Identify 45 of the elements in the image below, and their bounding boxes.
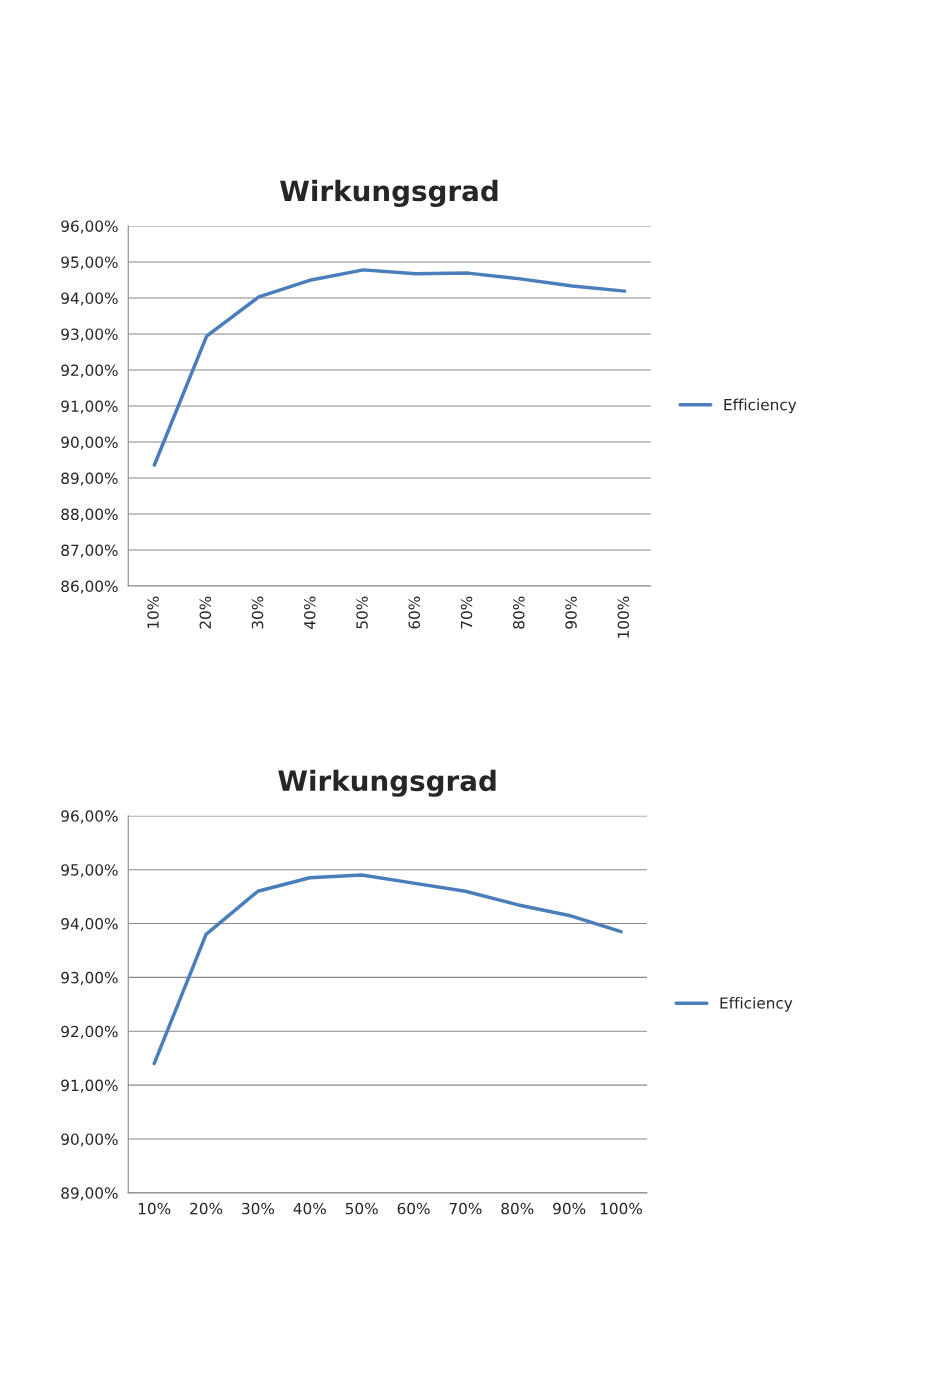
line-series bbox=[152, 268, 627, 467]
x-tick-label: 80% bbox=[501, 1202, 534, 1215]
x-tick-label: 20% bbox=[199, 596, 212, 629]
y-tick-label: 90,00% bbox=[61, 436, 118, 450]
x-tick-label: 40% bbox=[293, 1202, 326, 1215]
y-tick-label: 88,00% bbox=[61, 508, 118, 522]
line-series bbox=[152, 873, 623, 1066]
y-tick-label: 94,00% bbox=[61, 918, 118, 932]
x-tick-label: 50% bbox=[345, 1202, 378, 1215]
y-tick-label: 87,00% bbox=[61, 544, 118, 558]
legend-label: Efficiency bbox=[724, 398, 797, 414]
y-tick-label: 93,00% bbox=[61, 328, 118, 342]
y-tick-label: 96,00% bbox=[61, 220, 118, 234]
y-tick-label: 91,00% bbox=[61, 1079, 118, 1093]
x-tick-label: 30% bbox=[242, 1202, 275, 1215]
y-tick-label: 96,00% bbox=[61, 810, 118, 824]
x-tick-label: 60% bbox=[408, 596, 421, 629]
y-tick-label: 90,00% bbox=[61, 1133, 118, 1147]
x-tick-label: 50% bbox=[356, 596, 368, 629]
x-tick-label: 100% bbox=[617, 596, 630, 638]
y-tick-label: 89,00% bbox=[61, 472, 118, 486]
x-tick-label: 80% bbox=[513, 596, 525, 629]
y-tick-label: 92,00% bbox=[61, 364, 118, 378]
chart-title: Wirkungsgrad bbox=[278, 769, 496, 797]
x-tick-label: 70% bbox=[460, 596, 473, 629]
y-tick-label: 86,00% bbox=[61, 580, 118, 594]
y-tick-label: 91,00% bbox=[61, 400, 118, 414]
x-tick-label: 100% bbox=[600, 1202, 643, 1215]
x-tick-label: 10% bbox=[138, 1202, 171, 1215]
x-tick-label: 30% bbox=[251, 596, 264, 629]
x-tick-label: 70% bbox=[449, 1202, 482, 1215]
y-tick-label: 89,00% bbox=[61, 1187, 118, 1201]
x-tick-label: 10% bbox=[147, 596, 159, 629]
x-tick-label: 60% bbox=[397, 1202, 430, 1215]
chart-title: Wirkungsgrad bbox=[280, 179, 498, 207]
y-tick-label: 92,00% bbox=[61, 1025, 118, 1039]
y-tick-label: 93,00% bbox=[61, 971, 118, 985]
y-tick-label: 95,00% bbox=[61, 864, 118, 878]
x-tick-label: 40% bbox=[304, 596, 316, 629]
y-tick-label: 95,00% bbox=[61, 256, 118, 270]
x-tick-label: 90% bbox=[565, 596, 577, 629]
y-tick-label: 94,00% bbox=[61, 292, 118, 306]
x-tick-label: 20% bbox=[190, 1202, 223, 1215]
legend-label: Efficiency bbox=[720, 996, 793, 1012]
x-tick-label: 90% bbox=[553, 1202, 586, 1215]
